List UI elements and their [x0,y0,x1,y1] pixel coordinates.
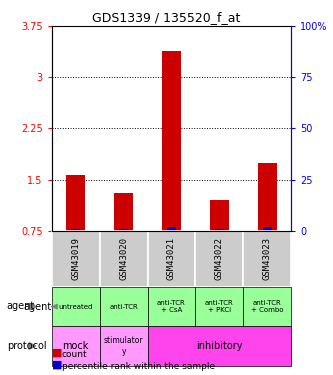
Text: GSM43022: GSM43022 [215,237,224,280]
Text: inhibitory: inhibitory [196,341,243,351]
Bar [100,231,148,287]
Text: ■: ■ [52,360,62,370]
Text: GSM43021: GSM43021 [167,237,176,280]
Text: untreated: untreated [58,304,93,310]
Bar [162,51,181,231]
Bar [243,231,291,287]
Bar [100,287,148,326]
Text: GSM43019: GSM43019 [71,237,80,280]
Bar [148,287,195,326]
Bar [100,326,148,366]
Bar [210,200,229,231]
Text: anti-TCR: anti-TCR [109,304,138,310]
Bar [167,226,176,231]
Bar [195,287,243,326]
Bar [66,175,85,231]
Bar [258,162,277,231]
Text: anti-TCR
+ PKCi: anti-TCR + PKCi [205,300,234,313]
Text: count: count [62,350,87,359]
Bar [148,231,195,287]
Text: protocol: protocol [7,341,46,351]
Text: agent: agent [23,302,52,312]
Bar [52,231,100,287]
Bar [71,229,80,231]
Bar [52,326,100,366]
Bar [243,287,291,326]
Text: mock: mock [62,341,89,351]
Text: agent: agent [7,301,35,310]
Bar [114,193,133,231]
Bar [119,229,128,231]
Text: GDS1339 / 135520_f_at: GDS1339 / 135520_f_at [92,11,241,24]
Text: percentile rank within the sample: percentile rank within the sample [62,362,215,371]
Text: anti-TCR
+ Combo: anti-TCR + Combo [251,300,284,313]
Text: ■: ■ [52,348,62,358]
Text: anti-TCR
+ CsA: anti-TCR + CsA [157,300,186,313]
Text: GSM43020: GSM43020 [119,237,128,280]
Bar [195,231,243,287]
Text: stimulator
y: stimulator y [104,336,143,356]
Text: GSM43023: GSM43023 [263,237,272,280]
Bar [52,287,100,326]
Bar [263,226,272,231]
Bar [148,326,291,366]
Bar [215,229,224,231]
